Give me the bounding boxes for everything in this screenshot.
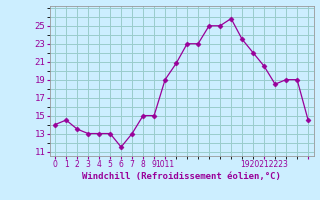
- X-axis label: Windchill (Refroidissement éolien,°C): Windchill (Refroidissement éolien,°C): [82, 172, 281, 181]
